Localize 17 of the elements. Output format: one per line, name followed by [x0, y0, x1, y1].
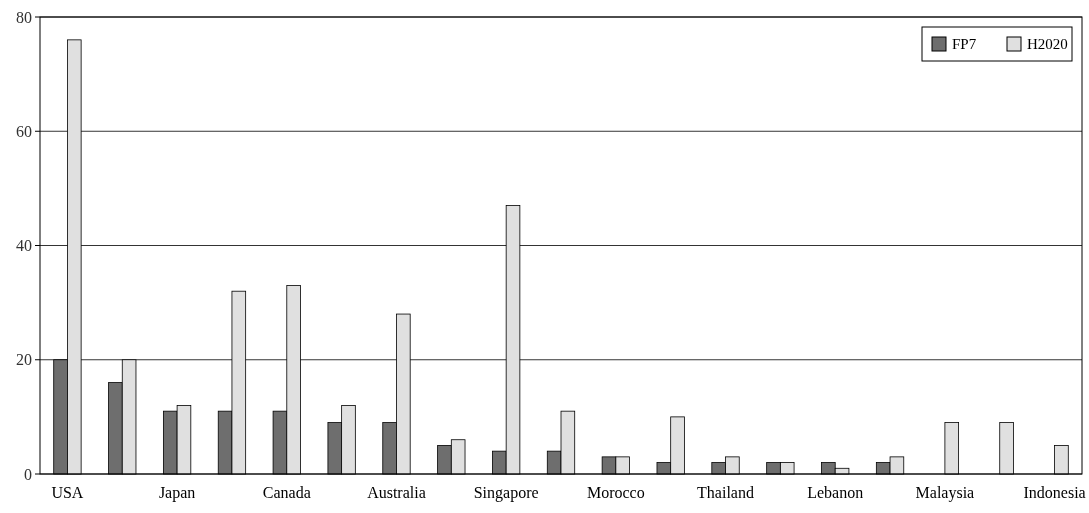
x-tick-label: Australia [367, 484, 426, 501]
y-tick-label: 40 [16, 237, 32, 255]
y-tick-label: 20 [16, 351, 32, 369]
y-tick-label: 0 [24, 465, 32, 483]
x-tick-label: Malaysia [915, 484, 975, 502]
x-tick-label: Canada [262, 484, 311, 501]
x-tick-label: Singapore [473, 484, 539, 502]
x-tick-label: USA [51, 484, 84, 501]
x-tick-label: Japan [158, 484, 196, 502]
y-tick-label: 60 [16, 122, 32, 140]
legend-label: H2020 [1027, 36, 1068, 53]
x-tick-label: Indonesia [1023, 484, 1086, 501]
legend-label: FP7 [952, 36, 977, 53]
y-tick-label: 80 [16, 8, 32, 26]
x-tick-label: Thailand [697, 484, 754, 501]
x-tick-label: Morocco [586, 484, 645, 501]
x-tick-label: Lebanon [807, 484, 864, 501]
